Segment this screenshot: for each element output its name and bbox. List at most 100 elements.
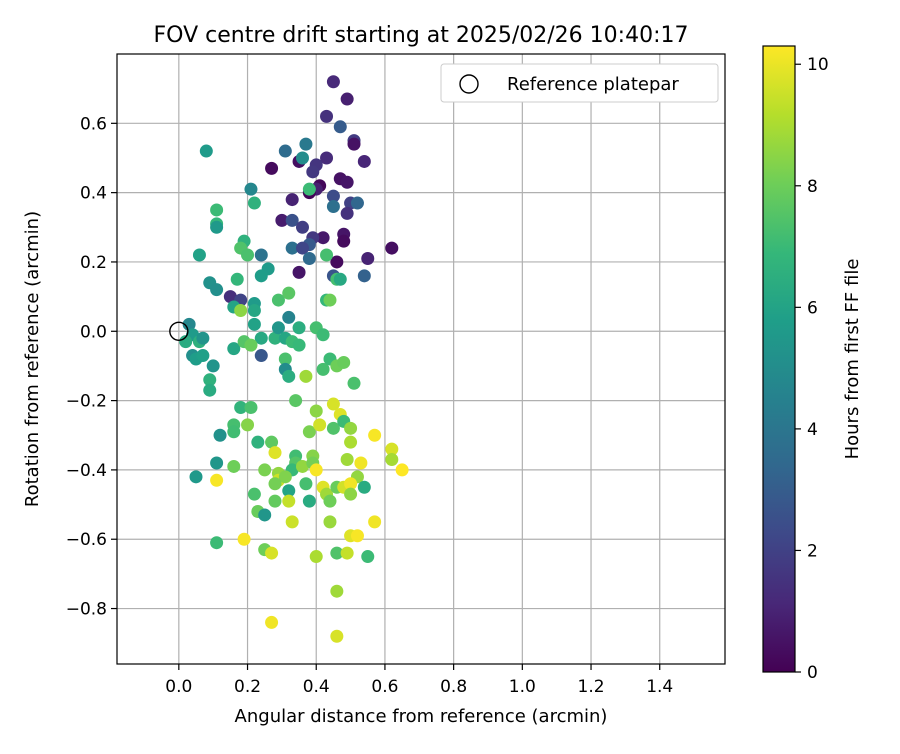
data-point <box>179 335 193 349</box>
data-point <box>354 456 368 470</box>
data-point <box>361 550 375 564</box>
data-point <box>344 477 358 491</box>
colorbar-tick-label: 0 <box>807 663 818 683</box>
colorbar-tick-label: 2 <box>807 541 818 561</box>
x-tick-label: 1.0 <box>509 677 536 697</box>
data-point <box>316 328 330 342</box>
data-point <box>285 213 299 227</box>
colorbar-tick-label: 4 <box>807 420 818 440</box>
data-point <box>309 550 323 564</box>
data-point <box>295 459 309 473</box>
data-point <box>247 317 261 331</box>
data-point <box>295 151 309 165</box>
data-point <box>268 477 282 491</box>
data-point <box>309 463 323 477</box>
data-point <box>340 92 354 106</box>
data-point <box>244 338 258 352</box>
data-point <box>361 251 375 265</box>
data-point <box>299 369 313 383</box>
data-point <box>285 515 299 529</box>
data-point <box>306 165 320 179</box>
data-point <box>344 435 358 449</box>
y-tick-label: −0.8 <box>66 600 107 620</box>
data-point <box>292 338 306 352</box>
scatter-points <box>179 75 409 643</box>
data-point <box>278 470 292 484</box>
data-point <box>234 401 248 415</box>
chart-title: FOV centre drift starting at 2025/02/26 … <box>154 23 689 48</box>
data-point <box>265 546 279 560</box>
y-tick-label: 0.0 <box>80 322 107 342</box>
data-point <box>357 480 371 494</box>
data-point <box>223 290 237 304</box>
data-point <box>330 629 344 643</box>
legend-box <box>440 63 719 103</box>
colorbar-gradient <box>762 45 796 673</box>
data-point <box>282 310 296 324</box>
data-point <box>210 536 224 550</box>
data-point <box>295 241 309 255</box>
data-point <box>241 248 255 262</box>
data-point <box>278 352 292 366</box>
x-tick-label: 0.8 <box>440 677 467 697</box>
data-point <box>330 546 344 560</box>
data-point <box>368 515 382 529</box>
data-point <box>268 494 282 508</box>
data-point <box>189 470 203 484</box>
x-tick-label: 0.6 <box>371 677 398 697</box>
data-point <box>330 584 344 598</box>
colorbar-tick-label: 8 <box>807 177 818 197</box>
data-point <box>316 231 330 245</box>
data-point <box>244 401 258 415</box>
data-point <box>299 477 313 491</box>
data-point <box>323 515 337 529</box>
data-point <box>275 213 289 227</box>
data-point <box>244 182 258 196</box>
data-point <box>237 532 251 546</box>
y-tick-label: 0.4 <box>80 184 107 204</box>
data-point <box>285 193 299 207</box>
data-point <box>271 293 285 307</box>
data-point <box>265 435 279 449</box>
data-point <box>337 234 351 248</box>
grid-lines <box>117 54 725 664</box>
data-point <box>247 303 261 317</box>
colorbar-label: Hours from first FF file <box>842 259 863 460</box>
data-point <box>196 331 210 345</box>
data-point <box>313 418 327 432</box>
colorbar: 0 2 4 6 8 10 Hours from first FF file <box>762 45 863 683</box>
data-point <box>350 529 364 543</box>
colorbar-ticks: 0 2 4 6 8 10 <box>795 55 829 683</box>
x-tick-label: 1.2 <box>578 677 605 697</box>
data-point <box>320 248 334 262</box>
data-point <box>333 120 347 134</box>
x-tick-label: 0.2 <box>234 677 261 697</box>
data-point <box>196 349 210 363</box>
data-point <box>333 272 347 286</box>
data-point <box>289 394 303 408</box>
data-point <box>230 272 244 286</box>
data-point <box>326 75 340 89</box>
data-point <box>227 459 241 473</box>
data-point <box>213 428 227 442</box>
data-point <box>271 321 285 335</box>
colorbar-tick-label: 6 <box>807 298 818 318</box>
data-point <box>309 404 323 418</box>
data-point <box>251 435 265 449</box>
data-point <box>340 175 354 189</box>
data-point <box>385 241 399 255</box>
data-point <box>258 463 272 477</box>
data-point <box>320 109 334 123</box>
data-point <box>206 359 220 373</box>
data-point <box>299 137 313 151</box>
data-point <box>295 220 309 234</box>
data-point <box>282 484 296 498</box>
x-tick-label: 0.0 <box>165 677 192 697</box>
plot-frame <box>116 53 726 665</box>
data-point <box>323 293 337 307</box>
data-point <box>192 248 206 262</box>
data-point <box>241 418 255 432</box>
data-point <box>199 144 213 158</box>
data-point <box>395 463 409 477</box>
